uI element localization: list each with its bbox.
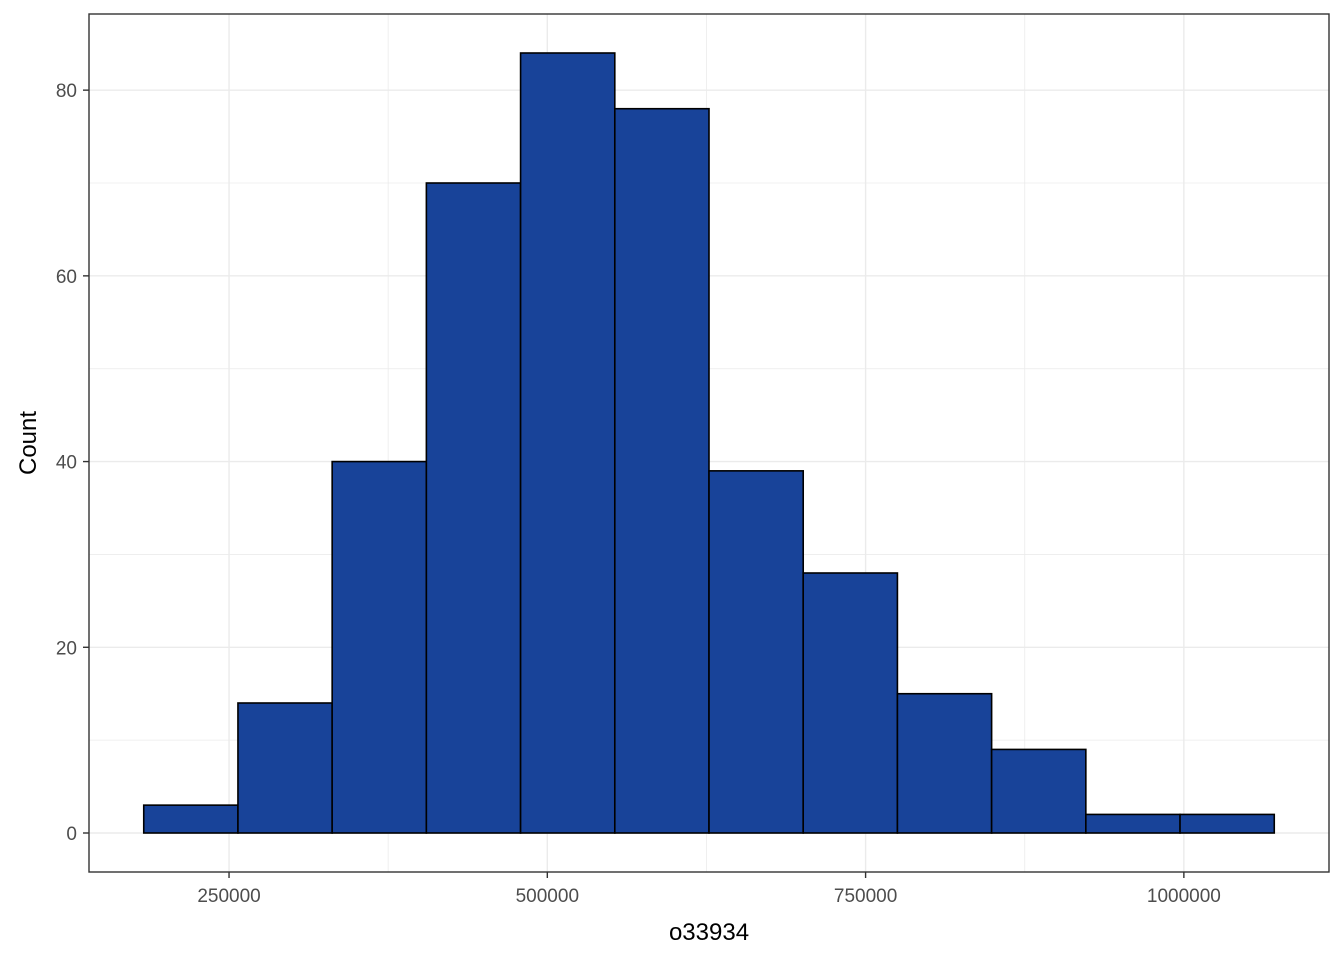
x-tick-label: 1000000 (1147, 886, 1221, 907)
x-axis: 250000 500000 750000 1000000 (197, 872, 1221, 907)
histogram-bar-4 (425, 182, 522, 834)
histogram-bar-2 (237, 702, 333, 834)
y-axis-title: Count (15, 411, 42, 475)
x-axis-title: o33934 (669, 919, 749, 946)
y-tick-label: 0 (66, 824, 77, 845)
y-tick-label: 20 (56, 638, 77, 659)
x-tick-label: 500000 (516, 886, 579, 907)
histogram-bar-12 (1179, 813, 1276, 834)
y-tick-label: 60 (56, 267, 77, 288)
histogram-bar-11 (1085, 813, 1181, 834)
histogram-bar-7 (708, 470, 805, 834)
histogram-bar-9 (896, 692, 993, 834)
histogram-bar-1 (142, 804, 239, 834)
y-axis: 0 20 40 60 80 (56, 81, 89, 845)
x-tick-label: 250000 (197, 886, 260, 907)
histogram-bar-8 (802, 572, 899, 834)
histogram-bar-10 (990, 748, 1087, 834)
histogram-bar-5 (519, 52, 616, 834)
y-tick-label: 80 (56, 81, 77, 102)
histogram-bar-3 (331, 460, 428, 834)
x-tick-label: 750000 (834, 886, 897, 907)
histogram-bars (142, 52, 1276, 834)
y-tick-label: 40 (56, 453, 77, 474)
histogram-bar-6 (613, 107, 710, 834)
panel-border (88, 13, 1330, 873)
